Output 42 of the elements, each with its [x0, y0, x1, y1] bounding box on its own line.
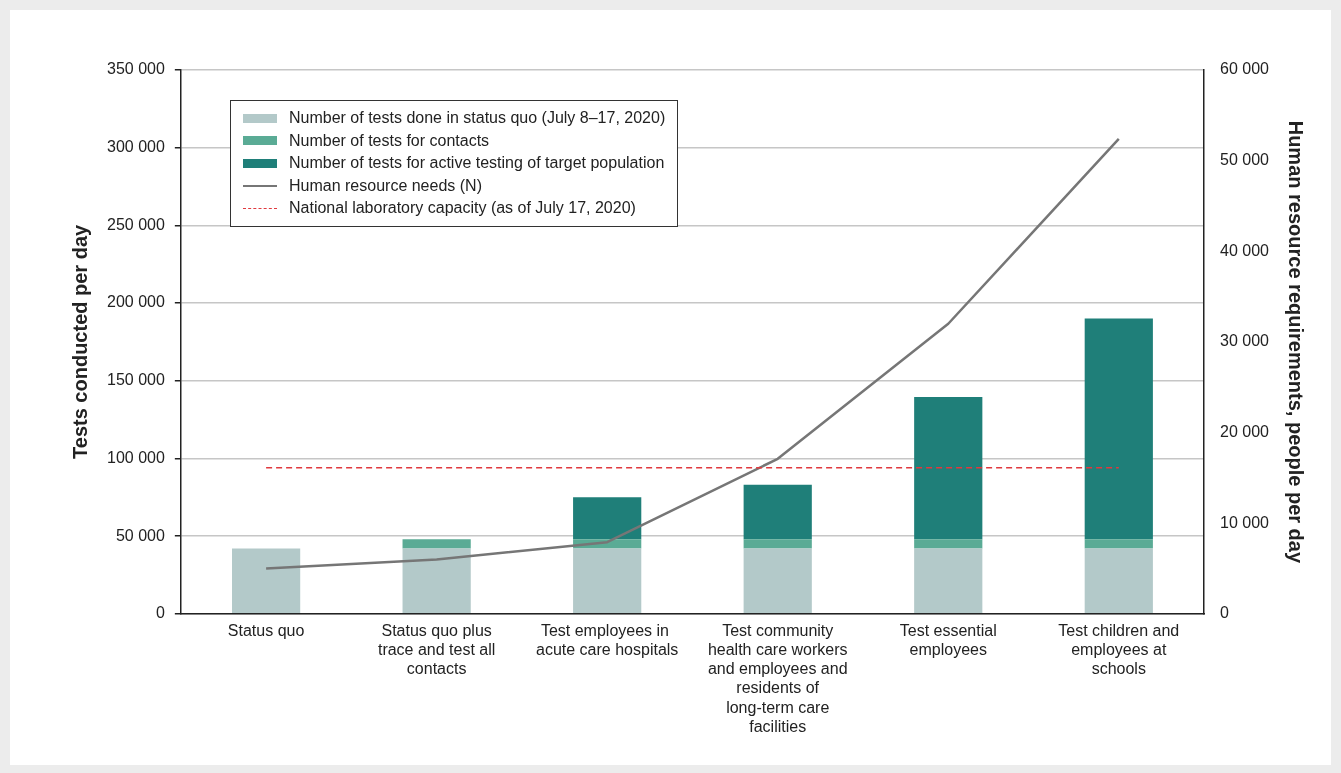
- y2-axis-title: Human resource requirements, people per day: [1285, 120, 1308, 564]
- bar: [402, 548, 471, 614]
- bar: [1084, 548, 1153, 614]
- legend-label: Number of tests for contacts: [289, 131, 490, 150]
- y2-tick-label: 0: [1220, 604, 1230, 622]
- bar: [914, 539, 983, 549]
- y-tick-label: 100 000: [106, 448, 165, 466]
- x-tick-label: Status quo: [227, 621, 305, 639]
- y-tick-label: 250 000: [106, 215, 165, 233]
- bar: [1084, 318, 1153, 540]
- legend-label: Human resource needs (N): [289, 176, 482, 195]
- bar: [573, 548, 642, 614]
- y-axis-title: Tests conducted per day: [68, 223, 91, 459]
- legend-label: Number of tests done in status quo (July 8–17, 2020): [289, 109, 666, 128]
- bar: [573, 497, 642, 540]
- y2-tick-label: 60 000: [1220, 60, 1270, 78]
- y-tick-label: 50 000: [115, 526, 165, 544]
- bar: [743, 548, 812, 614]
- y-tick-label: 350 000: [106, 60, 165, 78]
- y-tick-label: 200 000: [106, 293, 165, 311]
- x-tick-label: Test employees in acute care hospitals: [536, 621, 679, 659]
- x-tick-label: Test children and employees at schools: [1058, 621, 1180, 678]
- legend-label: Number of tests for active testing of target population: [289, 154, 665, 173]
- x-tick-label: Test community health care workers and employees and residents of long-term care facilities: [707, 621, 848, 735]
- y2-tick-label: 30 000: [1220, 332, 1270, 350]
- y2-tick-label: 40 000: [1220, 241, 1270, 259]
- y2-tick-label: 20 000: [1220, 422, 1270, 440]
- y2-tick-label: 50 000: [1220, 151, 1270, 169]
- legend-label: National laboratory capacity (as of July 17, 2020): [289, 199, 636, 218]
- bar: [743, 484, 812, 540]
- bar: [232, 548, 301, 614]
- y2-tick-label: 10 000: [1220, 513, 1270, 531]
- bar: [914, 548, 983, 614]
- bar: [1084, 539, 1153, 549]
- x-tick-label: Test essential employees: [899, 621, 997, 659]
- y-tick-label: 0: [155, 604, 165, 622]
- x-tick-label: Status quo plus trace and test all contacts: [377, 621, 496, 678]
- bar: [743, 539, 812, 549]
- bar: [402, 539, 471, 549]
- y-tick-label: 150 000: [106, 371, 165, 389]
- bar: [914, 397, 983, 540]
- y-tick-label: 300 000: [106, 138, 165, 156]
